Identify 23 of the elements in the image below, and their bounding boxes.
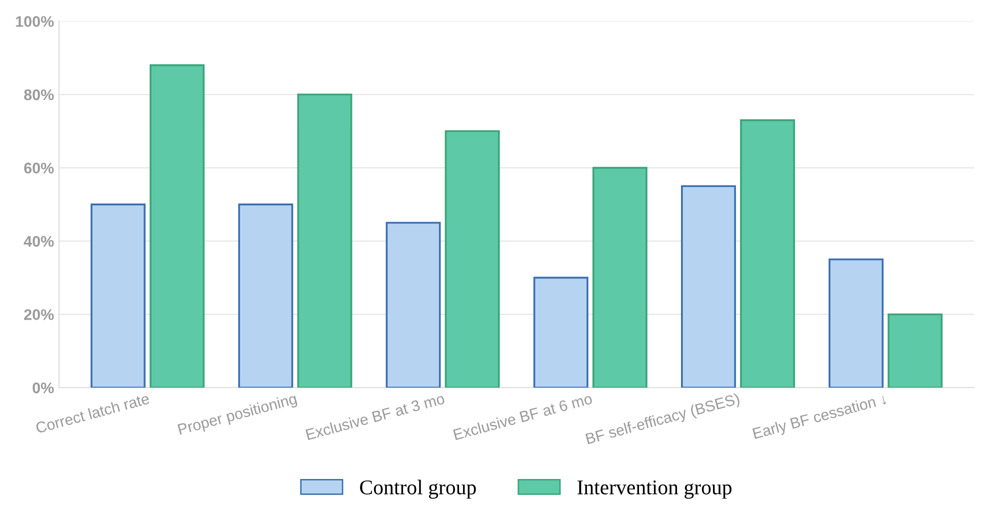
bar — [444, 130, 500, 388]
x-tick-label: Early BF cessation ↓ — [752, 393, 888, 442]
y-tick-label: 80% — [24, 89, 54, 100]
y-tick-label: 20% — [24, 309, 54, 320]
bar — [681, 185, 736, 388]
bar — [533, 276, 588, 388]
y-tick-label: 40% — [24, 236, 54, 247]
x-tick-label: Correct latch rate — [35, 392, 150, 434]
bar — [592, 166, 648, 388]
bar — [740, 119, 795, 388]
y-tick-label: 0% — [32, 382, 54, 394]
y-tick-label: 100% — [16, 16, 54, 27]
x-tick-label: Exclusive BF at 3 mo — [305, 392, 446, 440]
legend-label: Intervention group — [577, 480, 732, 499]
bar — [888, 313, 943, 388]
bar — [386, 222, 441, 388]
bar — [238, 204, 294, 388]
y-tick-label: 60% — [24, 162, 54, 174]
bar — [297, 94, 352, 388]
bar — [90, 204, 146, 388]
legend-label: Control group — [360, 480, 476, 499]
bar — [150, 64, 205, 388]
bar — [828, 258, 884, 388]
